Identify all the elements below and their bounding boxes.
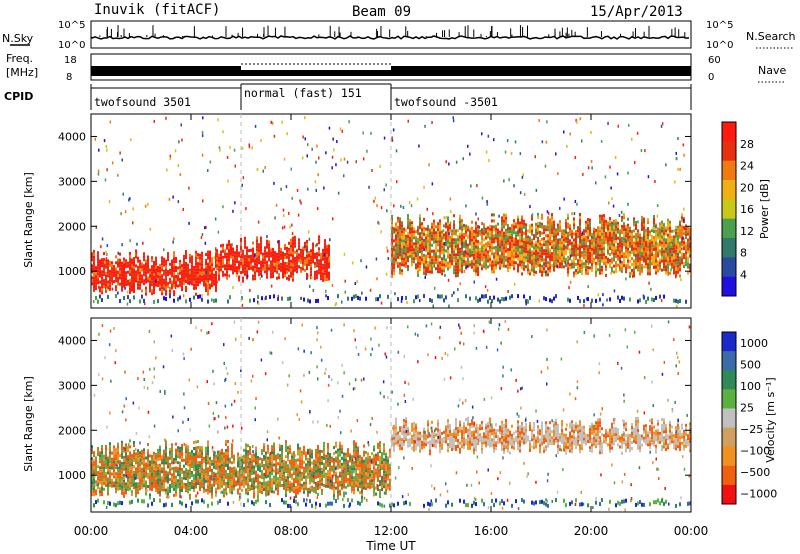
x-tick-label: 12:00 — [374, 524, 409, 538]
nave-tick-top: 60 — [708, 55, 721, 66]
nave-label: Nave — [758, 64, 786, 77]
noise-right-tick-top: 10^5 — [706, 20, 733, 31]
power-colorbar: 4 8 12 16 20 24 28 Power [dB] — [721, 121, 771, 297]
colorbar-tick-label: 1000 — [740, 337, 768, 350]
beam-title: Beam 09 — [352, 4, 411, 20]
colorbar-tick-label: −100 — [740, 444, 770, 457]
colorbar-tick-label: −25 — [740, 423, 763, 436]
colorbar-segment — [722, 484, 736, 505]
colorbar-tick-label: 16 — [740, 203, 754, 216]
colorbar-segment — [722, 446, 736, 467]
colorbar-segment — [722, 427, 736, 448]
nave-tick-bottom: 0 — [708, 72, 714, 83]
noise-tick-top: 10^5 — [58, 20, 85, 31]
power-echoes — [91, 116, 691, 308]
x-tick-label: 16:00 — [474, 524, 509, 538]
colorbar-tick-label: −1000 — [740, 487, 777, 500]
freq-tick-bottom: 8 — [66, 72, 72, 83]
y-tick-label: 3000 — [58, 379, 86, 392]
colorbar-segment — [722, 218, 736, 239]
y-tick-label: 2000 — [58, 220, 86, 233]
colorbar-tick-label: 100 — [740, 380, 761, 393]
y-tick-label: 2000 — [58, 424, 86, 437]
colorbar-segment — [722, 122, 736, 142]
x-tick-label: 00:00 — [674, 524, 709, 538]
colorbar-segment — [722, 199, 736, 220]
noise-right-tick-bottom: 10^0 — [706, 40, 733, 51]
colorbar-tick-label: 8 — [740, 247, 747, 260]
colorbar-segment — [722, 351, 736, 371]
colorbar-tick-label: 4 — [740, 268, 747, 281]
colorbar-tick-label: 28 — [740, 138, 754, 151]
velocity-panel: Slant Range [km] 1000 2000 3000 4000 1000 50… — [22, 317, 777, 513]
colorbar-tick-label: −500 — [740, 466, 770, 479]
colorbar-segment — [722, 332, 736, 352]
colorbar-segment — [722, 141, 736, 162]
x-tick-label: 00:00 — [74, 524, 109, 538]
velocity-ylabel: Slant Range [km] — [22, 376, 35, 472]
cpid-mode-3: twofsound -3501 — [394, 95, 498, 109]
colorbar-segment — [722, 465, 736, 486]
x-tick-label: 08:00 — [274, 524, 309, 538]
colorbar-segment — [722, 276, 736, 297]
colorbar-segment — [722, 408, 736, 429]
velocity-colorbar: 1000 500 100 25 −25 −100 −500 −1000 Velocity [m… — [721, 331, 777, 505]
colorbar-tick-label: 24 — [740, 160, 754, 173]
colorbar-tick-label: 500 — [740, 358, 761, 371]
freq-tick-top: 18 — [64, 55, 77, 66]
freq-label-2: [MHz] — [6, 66, 38, 79]
cpid-label: CPID — [4, 90, 33, 103]
noise-tick-bottom: 10^0 — [58, 40, 85, 51]
colorbar-segment — [722, 389, 736, 409]
cpid-mode-2: normal (fast) 151 — [244, 86, 362, 100]
colorbar-tick-label: 12 — [740, 225, 754, 238]
power-panel: Slant Range [km] 1000 2000 3000 4000 4 8 12 16… — [22, 113, 771, 309]
station-title: Inuvik (fitACF) — [94, 2, 220, 18]
colorbar-segment — [722, 257, 736, 278]
y-tick-label: 4000 — [58, 130, 86, 143]
frequency-panel: Freq. [MHz] 18 8 60 0 Nave — [6, 52, 786, 83]
x-axis-ticks: 00:00 04:00 08:00 12:00 16:00 20:00 00:00 — [74, 114, 709, 538]
freq-label-1: Freq. — [6, 52, 33, 65]
colorbar-tick-label: 25 — [740, 401, 754, 414]
y-tick-label: 1000 — [58, 469, 86, 482]
power-ylabel: Slant Range [km] — [22, 172, 35, 268]
power-colorbar-label: Power [dB] — [758, 179, 771, 239]
date-title: 15/Apr/2013 — [590, 4, 683, 20]
y-tick-label: 1000 — [58, 265, 86, 278]
colorbar-segment — [722, 180, 736, 200]
x-tick-label: 04:00 — [174, 524, 209, 538]
colorbar-segment — [722, 160, 736, 181]
noise-left-label: N.Sky — [2, 32, 34, 45]
velocity-echoes — [91, 320, 691, 512]
colorbar-segment — [722, 238, 736, 258]
noise-panel: N.Sky 10^5 10^0 10^5 10^0 N.Search — [2, 20, 796, 51]
y-tick-label: 4000 — [58, 334, 86, 347]
colorbar-segment — [722, 370, 736, 390]
velocity-colorbar-label: Velocity [m s⁻¹] — [764, 377, 777, 462]
colorbar-tick-label: 20 — [740, 181, 754, 194]
x-tick-label: 20:00 — [574, 524, 609, 538]
noise-right-label: N.Search — [746, 30, 796, 43]
y-tick-label: 3000 — [58, 175, 86, 188]
cpid-mode-1: twofsound 3501 — [94, 95, 191, 109]
x-axis-label: Time UT — [365, 539, 416, 553]
cpid-panel: CPID twofsound 3501 normal (fast) 151 tw… — [4, 83, 692, 110]
